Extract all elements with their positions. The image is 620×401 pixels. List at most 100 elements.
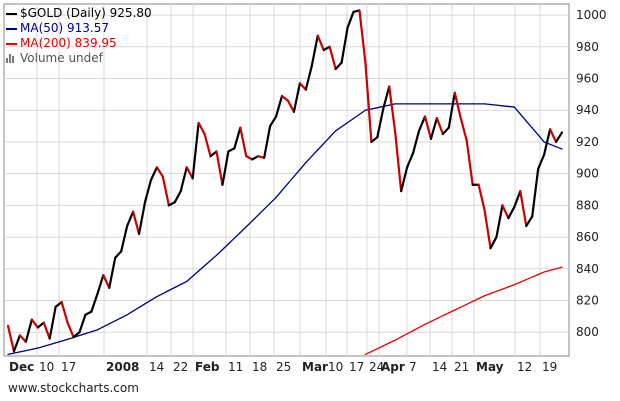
series-segment-price (406, 151, 415, 169)
series-segment-ma50 (245, 220, 253, 228)
y-tick-label: 900 (576, 167, 599, 181)
legend-swatch-ma200 (6, 42, 17, 45)
series-segment-price (328, 45, 337, 71)
series-layer (6, 9, 564, 356)
series-segment-price (185, 166, 194, 180)
series-segment-price (465, 139, 474, 186)
series-segment-price (60, 300, 69, 324)
series-segment-price (137, 201, 147, 236)
series-segment-price (411, 129, 421, 155)
series-ma50-group (7, 103, 563, 356)
series-segment-ma200 (364, 350, 373, 356)
series-segment-ma50 (549, 143, 557, 148)
series-segment-price (263, 124, 272, 159)
series-segment-price (102, 274, 111, 289)
series-segment-ma200 (406, 329, 414, 335)
legend-value-ma200: 839.95 (74, 36, 117, 50)
series-segment-price (48, 305, 57, 340)
series-segment-price (340, 26, 349, 64)
series-segment-price (108, 256, 117, 289)
series-segment-price (519, 189, 528, 228)
series-segment-price (501, 204, 510, 220)
series-segment-ma50 (49, 342, 57, 346)
series-segment-price (525, 215, 534, 228)
x-tick-label: 18 (252, 360, 267, 374)
series-segment-price (316, 34, 325, 52)
series-segment-ma50 (186, 275, 194, 283)
series-segment-ma50 (162, 289, 170, 295)
series-segment-ma50 (120, 314, 128, 319)
series-segment-price (537, 153, 546, 171)
series-segment-ma50 (299, 161, 307, 171)
series-segment-price (197, 121, 206, 136)
series-segment-ma200 (483, 292, 492, 297)
series-segment-ma50 (305, 155, 313, 164)
series-segment-price (18, 334, 27, 343)
series-segment-ma50 (358, 109, 367, 116)
series-segment-ma200 (477, 295, 486, 300)
x-tick-label: May (476, 360, 504, 374)
series-segment-price (209, 150, 218, 158)
x-tick-label: 7 (409, 360, 417, 374)
series-segment-ma50 (126, 310, 134, 316)
series-segment-ma50 (203, 259, 212, 267)
series-segment-ma50 (37, 345, 45, 349)
series-segment-ma50 (209, 254, 218, 262)
series-segment-ma50 (43, 343, 51, 347)
series-segment-price (453, 91, 462, 120)
series-segment-ma200 (543, 269, 551, 273)
x-tick-label: 17 (349, 360, 364, 374)
series-segment-price (513, 189, 522, 209)
legend-item-ma200: MA(200) 839.95 (6, 36, 152, 51)
series-segment-ma50 (251, 214, 259, 222)
series-segment-price (155, 166, 164, 178)
series-segment-ma50 (215, 248, 224, 256)
series-segment-ma200 (418, 323, 426, 329)
x-tick-label: 12 (517, 360, 532, 374)
series-segment-price (304, 64, 313, 91)
y-tick-label: 920 (576, 135, 599, 149)
series-segment-ma200 (394, 336, 402, 341)
series-segment-ma50 (275, 189, 283, 199)
series-segment-ma200 (454, 306, 462, 311)
volume-bars-icon (6, 54, 17, 63)
series-segment-price (6, 324, 16, 353)
series-segment-price (459, 117, 468, 142)
series-segment-price (251, 155, 260, 161)
series-segment-ma50 (329, 130, 337, 138)
series-segment-price (173, 189, 182, 204)
series-segment-ma200 (448, 309, 456, 314)
series-segment-ma50 (507, 105, 515, 108)
series-segment-price (507, 205, 516, 220)
series-segment-ma50 (531, 127, 539, 136)
series-segment-ma200 (400, 333, 408, 338)
series-segment-ma50 (334, 126, 343, 132)
x-tick-label: Apr (381, 360, 405, 374)
series-segment-price (167, 201, 176, 207)
series-segment-ma50 (55, 340, 63, 344)
series-segment-price (84, 310, 93, 316)
series-segment-price (346, 10, 355, 29)
series-segment-ma200 (388, 339, 396, 344)
series-segment-ma50 (66, 336, 75, 341)
x-tick-label: 17 (61, 360, 76, 374)
series-segment-ma50 (114, 317, 122, 322)
series-segment-ma50 (60, 338, 69, 342)
series-segment-price (423, 115, 433, 140)
series-segment-ma50 (102, 323, 110, 328)
y-tick-label: 1000 (576, 8, 607, 22)
x-tick-label: 14 (149, 360, 164, 374)
series-segment-ma200 (382, 342, 390, 347)
series-segment-price (78, 313, 87, 334)
series-segment-price (72, 331, 81, 339)
series-segment-ma200 (555, 266, 563, 270)
series-segment-price (477, 183, 486, 212)
series-segment-price (233, 126, 242, 150)
series-segment-price (400, 166, 409, 193)
series-segment-ma50 (78, 332, 87, 337)
series-segment-ma200 (525, 276, 533, 281)
series-segment-price (114, 250, 123, 259)
series-segment-ma50 (144, 299, 152, 305)
series-segment-price (310, 34, 319, 67)
series-segment-ma50 (495, 104, 504, 107)
